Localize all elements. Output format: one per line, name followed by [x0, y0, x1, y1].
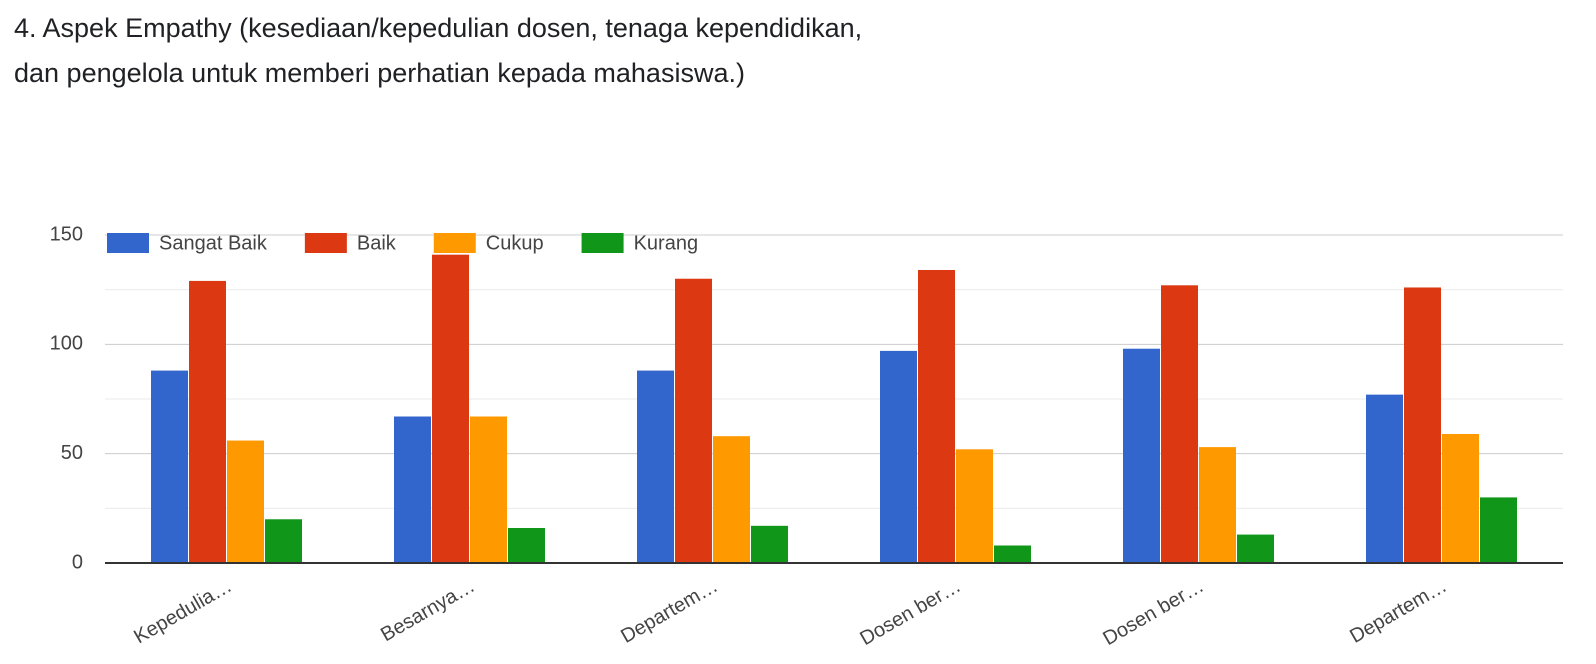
- bar: [1442, 433, 1479, 563]
- x-tick-label: Dosen ber…: [856, 575, 964, 650]
- bar: [1199, 447, 1236, 563]
- bar: [713, 436, 750, 563]
- bar: [994, 545, 1031, 563]
- bar: [1237, 534, 1274, 563]
- bar: [470, 416, 507, 563]
- bar: [880, 350, 917, 563]
- y-tick-label: 150: [50, 223, 83, 245]
- x-tick-label: Besarnya…: [377, 575, 478, 646]
- legend-swatch: [433, 233, 476, 253]
- legend-label: Sangat Baik: [159, 232, 268, 254]
- bar: [675, 278, 712, 563]
- legend-swatch: [304, 233, 347, 253]
- bar: [432, 254, 469, 563]
- bar: [751, 525, 788, 563]
- bar: [151, 370, 188, 563]
- legend-swatch: [581, 233, 624, 253]
- chart-title: 4. Aspek Empathy (kesediaan/kepedulian d…: [14, 13, 863, 88]
- x-tick-label: Dosen ber…: [1099, 575, 1207, 650]
- bar: [227, 440, 264, 563]
- bar: [637, 370, 674, 563]
- x-tick-label: Departem…: [617, 575, 721, 648]
- x-tick-label: Kepedulia…: [130, 575, 235, 649]
- y-tick-label: 100: [50, 333, 83, 355]
- x-tick-label: Departem…: [1346, 575, 1450, 648]
- bar: [265, 519, 302, 563]
- bar: [189, 280, 226, 563]
- bar: [1404, 287, 1441, 563]
- bar: [1123, 348, 1160, 563]
- legend-label: Kurang: [634, 232, 699, 254]
- bar: [1366, 394, 1403, 563]
- bar: [956, 449, 993, 563]
- bar: [918, 269, 955, 563]
- legend-swatch: [107, 233, 149, 253]
- y-tick-label: 50: [61, 442, 83, 464]
- y-tick-label: 0: [72, 551, 83, 573]
- legend-label: Cukup: [486, 232, 544, 254]
- bar: [394, 416, 431, 563]
- bar: [1480, 497, 1517, 563]
- bar: [1161, 285, 1198, 563]
- legend-label: Baik: [357, 232, 397, 254]
- bar: [508, 528, 545, 563]
